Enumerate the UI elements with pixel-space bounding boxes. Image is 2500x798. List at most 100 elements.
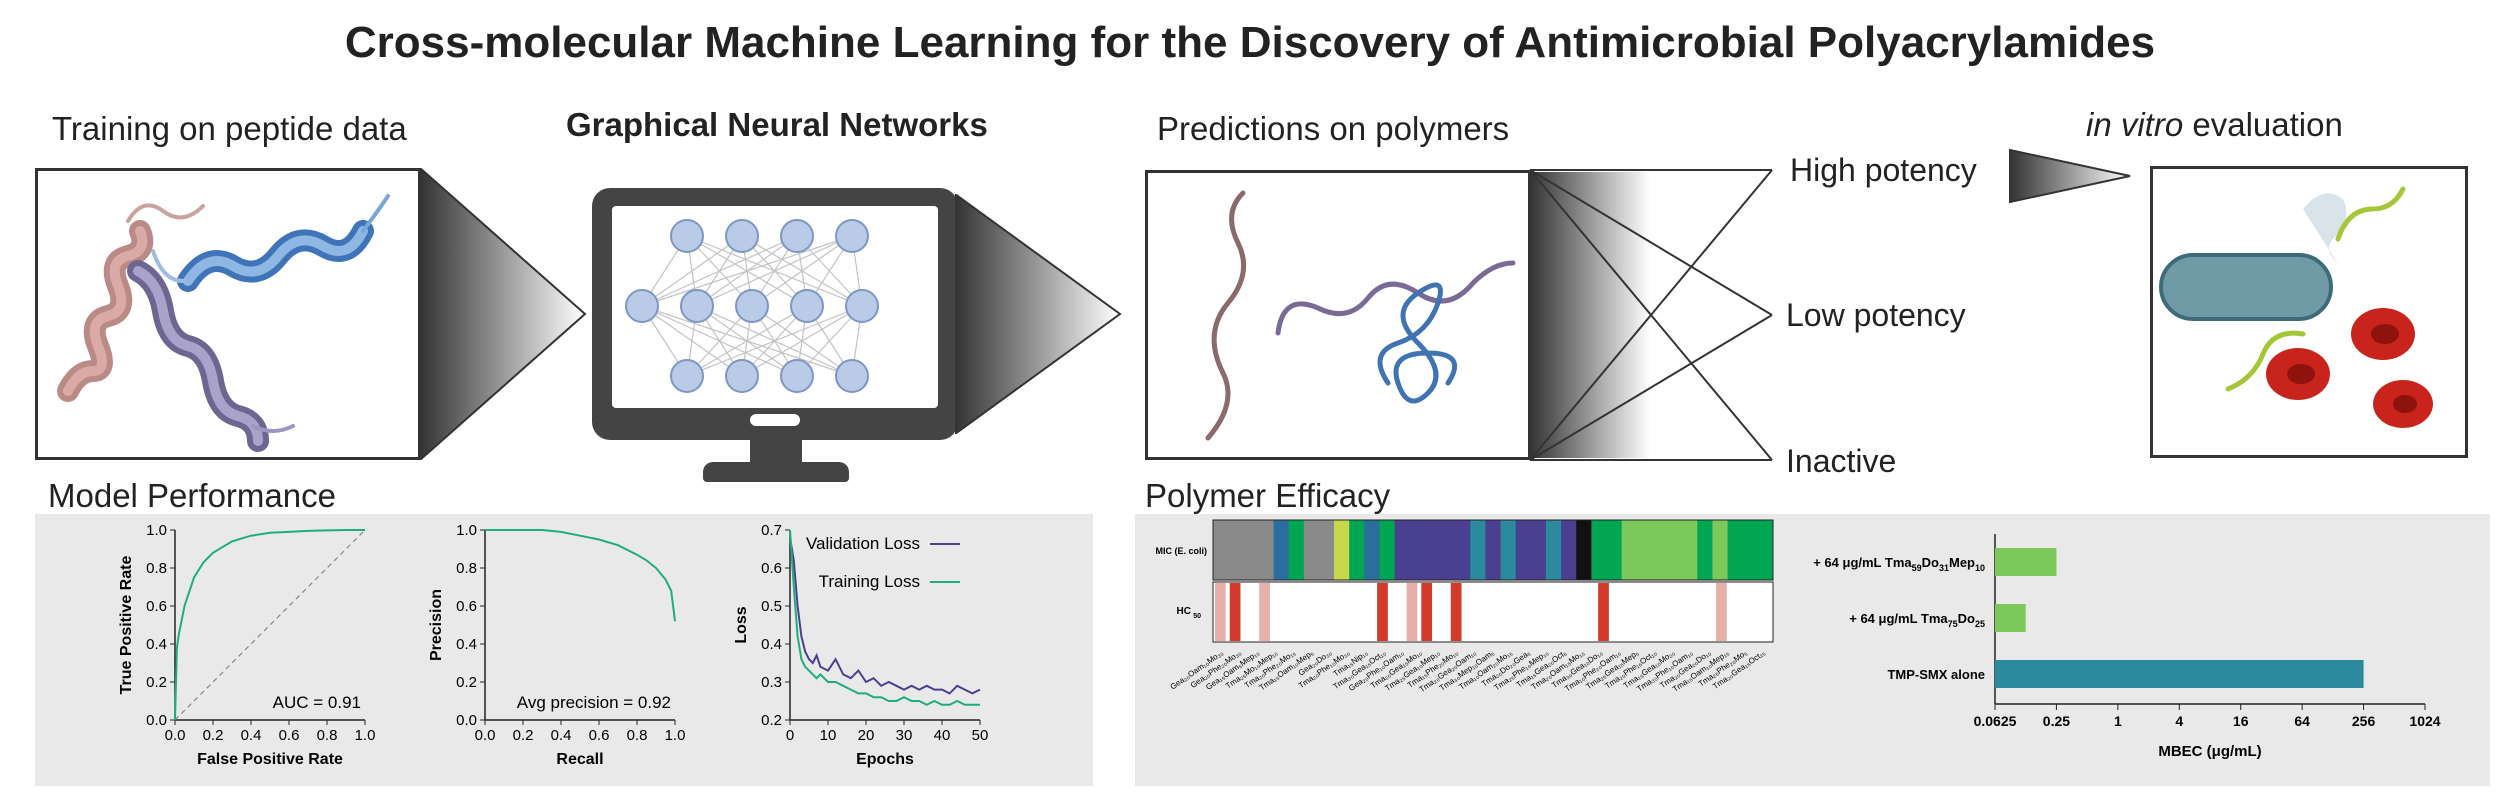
membrane-disruption	[2303, 193, 2347, 264]
neural-network-diagram	[625, 219, 879, 393]
x-tick-label: 0.0	[475, 727, 496, 744]
mic-cell	[1303, 520, 1320, 580]
monitor-power-button	[750, 414, 800, 426]
mbec-bar	[1995, 660, 2364, 688]
label-text: + 64 μg/mL Tma	[1813, 555, 1912, 570]
x-axis-label: False Positive Rate	[197, 751, 343, 768]
y-axis-label: Precision	[428, 589, 445, 661]
category-label: + 64 μg/mL Tma59Do31Mep10	[1813, 555, 1985, 573]
label-text: Do	[1958, 611, 1975, 626]
label-text: Mep	[1949, 555, 1975, 570]
hc50-cell	[1215, 583, 1226, 641]
y-tick-label: 0.2	[146, 674, 167, 691]
invitro-panel	[2150, 166, 2468, 458]
mic-cell	[1515, 520, 1532, 580]
mic-cell	[1288, 520, 1305, 580]
mic-cell	[1334, 520, 1350, 580]
x-tick-label: 0.6	[589, 727, 610, 744]
x-tick-label: 0.8	[627, 727, 648, 744]
monitor-stand	[703, 462, 849, 482]
label-subscript: 75	[1948, 619, 1958, 629]
label-text: Do	[1922, 555, 1939, 570]
mic-cell	[1213, 520, 1229, 580]
gnn-heading: Graphical Neural Networks	[566, 106, 988, 143]
hc50-cell	[1598, 583, 1609, 641]
x-tick-label: 1024	[2409, 713, 2440, 729]
mic-cell	[1500, 520, 1517, 580]
label-subscript: 31	[1939, 563, 1949, 573]
x-tick-label: 0.2	[203, 727, 224, 744]
model-performance-heading: Model Performance	[48, 477, 336, 514]
y-tick-label: 0.4	[761, 636, 782, 653]
x-axis-label: MBEC (μg/mL)	[2158, 743, 2261, 760]
y-tick-label: 0.4	[146, 636, 167, 653]
y-tick-label: 0.8	[456, 560, 477, 577]
funnel-polymers-to-potency	[1530, 169, 1773, 461]
peptide-panel	[35, 168, 421, 460]
polymer-heatmap: MIC (E. coli)HC 50Gea₂₀Oam₁₀Mo₃₀Gea₂₀Phe₂…	[1156, 519, 1774, 694]
mic-cell	[1394, 520, 1411, 580]
mic-cell	[1697, 520, 1713, 580]
x-tick-label: 20	[858, 727, 875, 744]
x-tick-label: 64	[2294, 713, 2310, 729]
mic-cell	[1273, 520, 1290, 580]
series-line-training-loss	[789, 529, 980, 706]
monitor-neck	[750, 440, 802, 464]
x-tick-label: 4	[2175, 713, 2183, 729]
category-label: + 64 μg/mL Tma75Do25	[1849, 611, 1985, 629]
x-tick-label: 1.0	[355, 727, 376, 744]
bacterium-icon	[2159, 253, 2333, 321]
y-tick-label: 0.4	[456, 636, 477, 653]
funnel-peptide-to-gnn	[420, 168, 587, 460]
row-label-hc50: HC	[1177, 606, 1191, 617]
model-performance-band	[35, 514, 1093, 786]
mic-cell	[1727, 520, 1744, 580]
mic-cell	[1667, 520, 1683, 580]
mic-cell	[1349, 520, 1365, 580]
x-tick-label: 0.4	[551, 727, 572, 744]
mic-cell	[1576, 520, 1592, 580]
mic-cell	[1621, 520, 1638, 580]
x-tick-label: 0.8	[317, 727, 338, 744]
chance-diagonal	[174, 529, 366, 721]
y-tick-label: 0.8	[146, 560, 167, 577]
legend-label: Validation Loss	[806, 534, 920, 553]
polymers-panel	[1145, 170, 1531, 460]
x-tick-label: 0.0625	[1974, 713, 2017, 729]
x-tick-label: 0.4	[241, 727, 262, 744]
peptide-helices-illustration	[57, 194, 390, 452]
label-subscript: 25	[1975, 619, 1985, 629]
invitro-rest: evaluation	[2183, 106, 2343, 143]
roc-chart: 0.0 0.2 0.4 0.6 0.8 1.0 0.0 0.2 0.4 0.6 0.8 1.0 Fals…	[118, 522, 376, 768]
x-tick-label: 1	[2114, 713, 2122, 729]
legend-label: Training Loss	[819, 572, 920, 591]
label-text: + 64 μg/mL Tma	[1849, 611, 1948, 626]
y-tick-label: 0.2	[456, 674, 477, 691]
mic-cell	[1712, 520, 1729, 580]
x-tick-label: 30	[896, 727, 913, 744]
mic-cell	[1424, 520, 1441, 580]
y-tick-label: 0.0	[146, 712, 167, 729]
mic-cell	[1440, 520, 1456, 580]
y-tick-label: 0.6	[146, 598, 167, 615]
polymer-chains-illustration	[1205, 190, 1516, 441]
x-tick-label: 256	[2352, 713, 2376, 729]
mic-cell	[1651, 520, 1668, 580]
x-tick-label: 50	[972, 727, 989, 744]
mic-cell	[1379, 520, 1396, 580]
invitro-heading: in vitro evaluation	[2086, 106, 2343, 144]
funnel-gnn-to-polymers	[955, 194, 1122, 434]
y-tick-label: 1.0	[146, 522, 167, 539]
series-line-validation-loss	[789, 537, 981, 695]
y-tick-label: 0.7	[761, 522, 782, 539]
hc50-cell	[1716, 583, 1727, 641]
inactive-label: Inactive	[1786, 443, 1897, 479]
y-tick-label: 0.6	[456, 598, 477, 615]
y-tick-label: 1.0	[456, 522, 477, 539]
low-potency-label: Low potency	[1786, 297, 1966, 333]
mic-cell	[1364, 520, 1380, 580]
polymer-efficacy-heading: Polymer Efficacy	[1145, 477, 1391, 514]
metric-annotation: AUC = 0.91	[273, 693, 361, 712]
hc50-cell	[1450, 583, 1462, 641]
hc50-cell	[1421, 583, 1433, 641]
